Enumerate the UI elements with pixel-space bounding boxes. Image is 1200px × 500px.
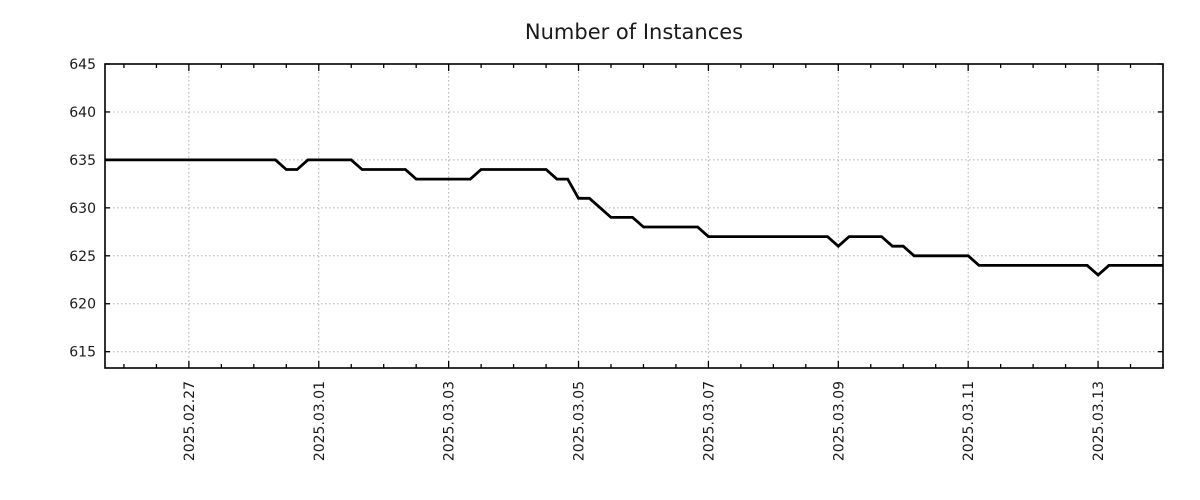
x-tick-label: 2025.03.11 [961, 381, 977, 461]
plot-frame [104, 63, 1164, 369]
x-tick-label: 2025.03.09 [831, 381, 847, 461]
x-tick-label: 2025.03.13 [1091, 381, 1107, 461]
axis-label-layer: 615 620 625 630 635 640 645 2025.02.27 2025.03.0… [69, 57, 1107, 461]
chart-title: Number of Instances [525, 20, 743, 44]
x-tick-label: 2025.03.03 [442, 381, 458, 461]
x-tick-label: 2025.03.05 [572, 381, 588, 461]
y-tick-label: 615 [69, 345, 96, 361]
x-tick-label: 2025.03.01 [312, 381, 328, 461]
x-tick-label: 2025.03.07 [701, 381, 717, 461]
grid-layer [105, 63, 1163, 368]
y-tick-label: 630 [69, 201, 96, 217]
data-line [105, 158, 1163, 277]
y-tick-label: 640 [69, 105, 96, 121]
data-layer [105, 158, 1163, 277]
x-tick-label: 2025.02.27 [182, 381, 198, 461]
y-tick-label: 625 [69, 249, 96, 265]
y-tick-label: 645 [69, 57, 96, 73]
y-tick-label: 635 [69, 153, 96, 169]
y-tick-label: 620 [69, 297, 96, 313]
tick-layer [105, 63, 1164, 368]
